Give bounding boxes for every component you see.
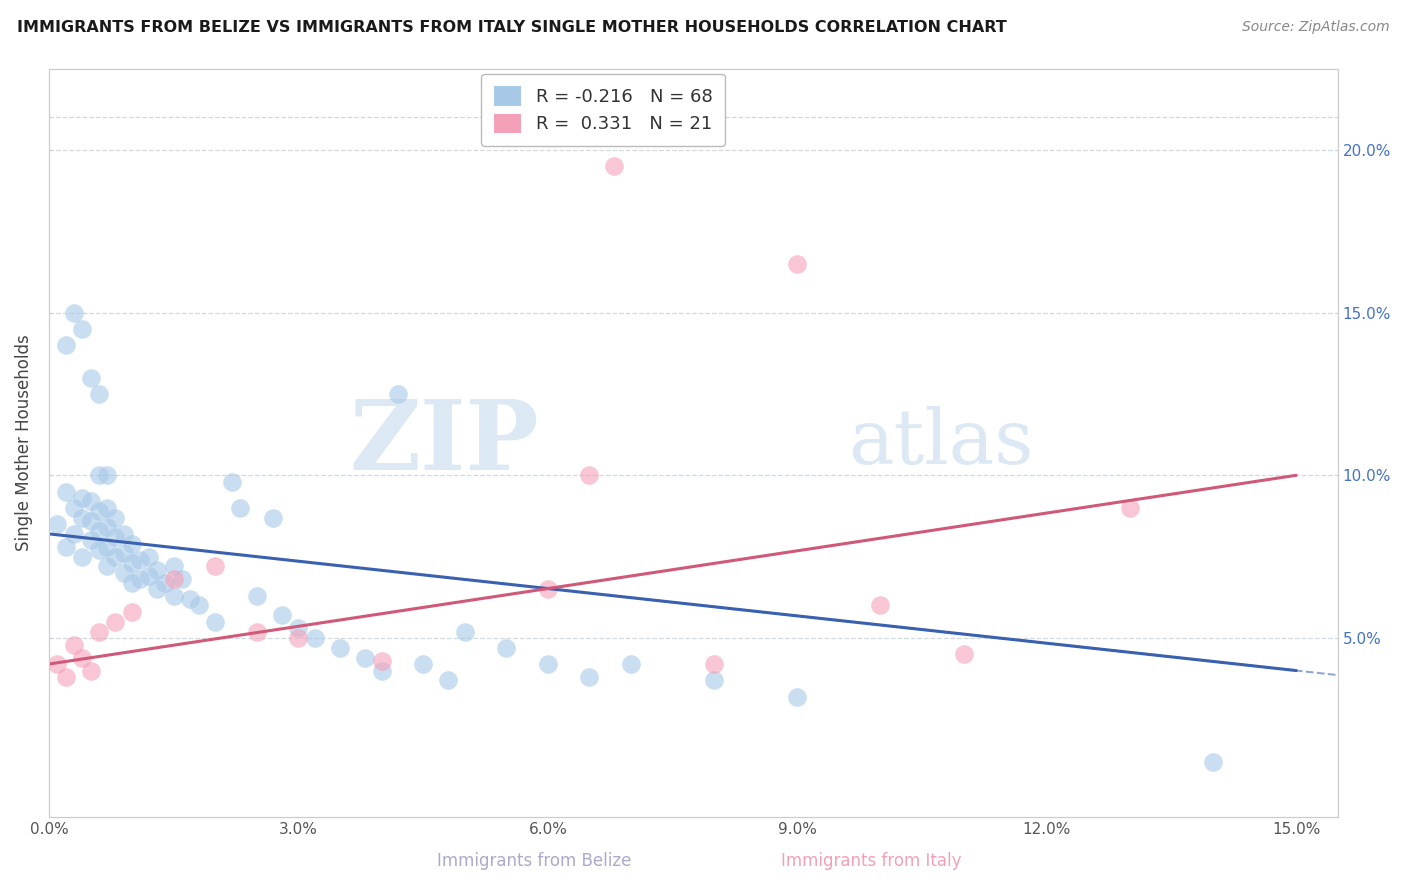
Point	[96, 520, 118, 534]
Point	[96, 540, 118, 554]
Point	[96, 500, 118, 515]
Point	[121, 536, 143, 550]
Point	[146, 563, 169, 577]
Point	[70, 650, 93, 665]
Point	[578, 468, 600, 483]
Text: atlas: atlas	[848, 406, 1033, 480]
Text: Immigrants from Italy: Immigrants from Italy	[782, 852, 962, 870]
Point	[287, 631, 309, 645]
Point	[163, 589, 186, 603]
Point	[869, 599, 891, 613]
Point	[412, 657, 434, 671]
Point	[55, 338, 77, 352]
Point	[70, 549, 93, 564]
Point	[246, 589, 269, 603]
Point	[112, 566, 135, 580]
Point	[620, 657, 643, 671]
Text: Source: ZipAtlas.com: Source: ZipAtlas.com	[1241, 20, 1389, 34]
Point	[437, 673, 460, 688]
Point	[55, 484, 77, 499]
Point	[952, 648, 974, 662]
Point	[121, 556, 143, 570]
Point	[370, 654, 392, 668]
Point	[104, 549, 127, 564]
Point	[703, 657, 725, 671]
Point	[129, 553, 152, 567]
Point	[270, 608, 292, 623]
Point	[63, 305, 86, 319]
Point	[138, 569, 160, 583]
Point	[786, 257, 808, 271]
Point	[163, 559, 186, 574]
Point	[370, 664, 392, 678]
Text: IMMIGRANTS FROM BELIZE VS IMMIGRANTS FROM ITALY SINGLE MOTHER HOUSEHOLDS CORRELA: IMMIGRANTS FROM BELIZE VS IMMIGRANTS FRO…	[17, 20, 1007, 35]
Point	[578, 670, 600, 684]
Point	[63, 638, 86, 652]
Point	[79, 494, 101, 508]
Point	[87, 468, 110, 483]
Point	[87, 624, 110, 639]
Point	[96, 468, 118, 483]
Point	[187, 599, 209, 613]
Point	[246, 624, 269, 639]
Point	[79, 514, 101, 528]
Point	[79, 533, 101, 548]
Point	[204, 559, 226, 574]
Point	[170, 573, 193, 587]
Point	[87, 387, 110, 401]
Point	[55, 540, 77, 554]
Point	[63, 500, 86, 515]
Point	[112, 527, 135, 541]
Point	[1119, 500, 1142, 515]
Point	[46, 517, 69, 532]
Point	[287, 621, 309, 635]
Point	[87, 524, 110, 538]
Text: ZIP: ZIP	[349, 396, 538, 490]
Point	[263, 510, 285, 524]
Point	[70, 491, 93, 505]
Point	[87, 543, 110, 558]
Point	[537, 582, 560, 597]
Point	[121, 605, 143, 619]
Point	[387, 387, 409, 401]
Point	[46, 657, 69, 671]
Point	[146, 582, 169, 597]
Point	[1202, 755, 1225, 769]
Point	[70, 510, 93, 524]
Point	[79, 370, 101, 384]
Text: Immigrants from Belize: Immigrants from Belize	[437, 852, 631, 870]
Y-axis label: Single Mother Households: Single Mother Households	[15, 334, 32, 551]
Point	[104, 615, 127, 629]
Point	[155, 575, 177, 590]
Point	[121, 575, 143, 590]
Point	[96, 559, 118, 574]
Point	[79, 664, 101, 678]
Point	[104, 510, 127, 524]
Point	[304, 631, 326, 645]
Point	[495, 640, 517, 655]
Point	[454, 624, 477, 639]
Point	[221, 475, 243, 489]
Point	[179, 591, 201, 606]
Point	[354, 650, 377, 665]
Legend: R = -0.216   N = 68, R =  0.331   N = 21: R = -0.216 N = 68, R = 0.331 N = 21	[481, 74, 725, 146]
Point	[55, 670, 77, 684]
Point	[786, 690, 808, 704]
Point	[537, 657, 560, 671]
Point	[163, 573, 186, 587]
Point	[204, 615, 226, 629]
Point	[329, 640, 352, 655]
Point	[87, 504, 110, 518]
Point	[138, 549, 160, 564]
Point	[703, 673, 725, 688]
Point	[229, 500, 252, 515]
Point	[104, 530, 127, 544]
Point	[603, 159, 626, 173]
Point	[129, 573, 152, 587]
Point	[70, 322, 93, 336]
Point	[63, 527, 86, 541]
Point	[112, 546, 135, 560]
